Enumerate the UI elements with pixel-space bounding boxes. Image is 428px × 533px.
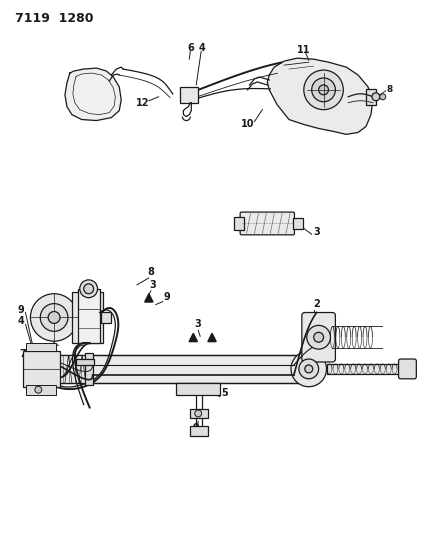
Bar [327,364,401,374]
Circle shape [195,410,202,417]
Text: 7119  1280: 7119 1280 [15,12,93,25]
Bar [78,289,99,343]
Circle shape [307,325,330,349]
FancyBboxPatch shape [398,359,416,379]
Text: 3: 3 [195,319,202,329]
Circle shape [304,70,343,110]
Bar [176,383,220,394]
Circle shape [35,386,42,393]
Circle shape [372,93,380,101]
Bar [72,292,104,343]
Polygon shape [145,294,153,302]
Text: 8: 8 [147,267,154,277]
Text: 3: 3 [313,228,320,237]
Bar [27,385,56,394]
Circle shape [299,359,318,379]
Circle shape [291,351,327,387]
Bar [101,311,111,324]
Text: 9: 9 [193,423,199,433]
Bar [190,408,208,418]
Bar [190,426,208,436]
Bar [366,89,376,104]
Circle shape [314,332,324,342]
Text: 4: 4 [199,43,205,53]
Text: 2: 2 [313,298,320,309]
FancyBboxPatch shape [302,312,336,362]
Text: 10: 10 [241,119,254,130]
Bar [76,359,94,365]
Text: 5: 5 [221,387,228,398]
Text: 12: 12 [136,98,150,108]
Text: 3: 3 [149,280,156,290]
Bar [37,355,299,383]
Text: 7: 7 [19,349,26,359]
Text: 6: 6 [187,43,194,53]
Bar [23,351,60,387]
Circle shape [318,85,329,95]
Bar [37,355,89,383]
Polygon shape [208,333,216,342]
Circle shape [305,365,313,373]
Bar [181,87,198,103]
Circle shape [80,280,98,297]
Text: 4: 4 [17,317,24,326]
Circle shape [380,94,386,100]
Text: 8: 8 [386,85,393,94]
Polygon shape [268,58,373,134]
Text: 11: 11 [297,45,311,55]
Circle shape [48,311,60,324]
Circle shape [84,284,94,294]
Text: 1: 1 [86,285,93,295]
Text: 9: 9 [17,304,24,314]
Circle shape [30,294,78,341]
Circle shape [312,78,336,102]
Bar [234,216,244,230]
Polygon shape [189,333,197,342]
Bar [85,353,92,385]
Polygon shape [65,68,121,120]
FancyBboxPatch shape [240,212,294,235]
Text: 9: 9 [163,292,170,302]
Circle shape [40,304,68,332]
Bar [27,343,56,351]
Bar [293,217,303,229]
